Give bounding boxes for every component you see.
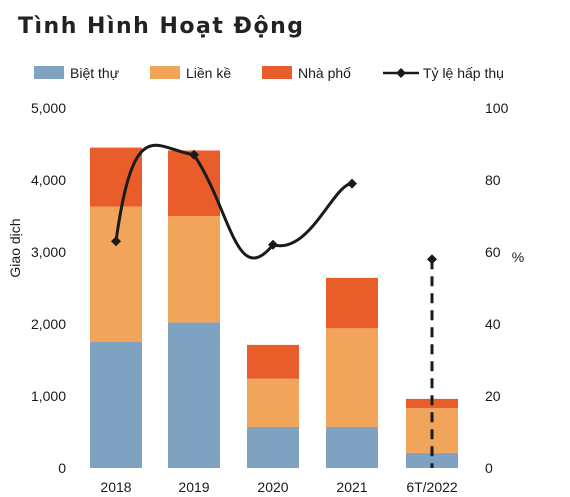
bars bbox=[90, 147, 458, 468]
absorption-line bbox=[111, 143, 437, 468]
axes: 0 1,000 2,000 3,000 4,000 5,000 0 20 40 60 80 100 Gi… bbox=[7, 100, 524, 495]
absorption-point bbox=[427, 254, 437, 265]
ytick-left-label: 3,000 bbox=[31, 244, 66, 260]
ytick-left-label: 4,000 bbox=[31, 172, 66, 188]
ytick-left-label: 2,000 bbox=[31, 316, 66, 332]
ylabel-right: % bbox=[512, 249, 524, 265]
absorption-curve bbox=[114, 143, 353, 260]
bar-segment-1 bbox=[168, 216, 220, 323]
xtick-label: 6T/2022 bbox=[406, 479, 458, 495]
legend-label-1: Liền kề bbox=[186, 65, 231, 81]
bar-segment-0 bbox=[168, 322, 220, 468]
bar-segment-2 bbox=[90, 147, 142, 207]
absorption-point bbox=[347, 178, 357, 189]
ylabel-left: Giao dịch bbox=[7, 218, 23, 277]
bar-segment-0 bbox=[326, 426, 378, 468]
bar-segment-2 bbox=[168, 150, 220, 216]
xtick-label: 2018 bbox=[100, 479, 131, 495]
xtick-label: 2020 bbox=[257, 479, 288, 495]
ytick-left-label: 5,000 bbox=[31, 100, 66, 116]
bar-segment-0 bbox=[90, 342, 142, 468]
ytick-right-label: 80 bbox=[485, 172, 501, 188]
bar-segment-1 bbox=[90, 206, 142, 342]
absorption-point bbox=[189, 149, 199, 160]
xtick-label: 2021 bbox=[336, 479, 367, 495]
chart-title: Tình Hình Hoạt Động bbox=[18, 14, 305, 39]
ytick-left-label: 0 bbox=[58, 460, 66, 476]
ytick-right-label: 0 bbox=[485, 460, 493, 476]
absorption-point bbox=[111, 236, 121, 247]
bar-segment-2 bbox=[326, 277, 378, 329]
absorption-point bbox=[268, 239, 278, 250]
legend-swatch-2 bbox=[262, 66, 292, 79]
ytick-right-label: 100 bbox=[485, 100, 509, 116]
ytick-right-label: 40 bbox=[485, 316, 501, 332]
legend-swatch-1 bbox=[150, 66, 180, 79]
ytick-left-label: 1,000 bbox=[31, 388, 66, 404]
bar-segment-1 bbox=[326, 328, 378, 427]
legend-swatch-0 bbox=[34, 66, 64, 79]
ytick-right-label: 60 bbox=[485, 244, 501, 260]
legend-label-line: Tỷ lệ hấp thụ bbox=[423, 65, 504, 81]
xtick-label: 2019 bbox=[178, 479, 209, 495]
legend-label-2: Nhà phố bbox=[298, 65, 351, 81]
ytick-right-label: 20 bbox=[485, 388, 501, 404]
bar-segment-0 bbox=[247, 426, 299, 468]
legend-line-marker bbox=[396, 68, 406, 78]
legend-label-0: Biệt thự bbox=[70, 65, 119, 81]
bar-segment-1 bbox=[247, 378, 299, 427]
bar-segment-2 bbox=[247, 344, 299, 379]
legend: Biệt thự Liền kề Nhà phố Tỷ lệ hấp thụ bbox=[34, 65, 504, 81]
bar-segment-0 bbox=[406, 452, 458, 468]
